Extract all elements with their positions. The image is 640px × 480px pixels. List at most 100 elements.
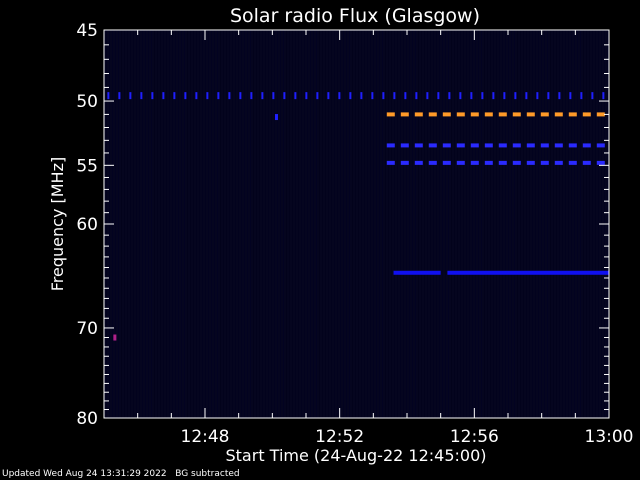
background-stripe [211,30,212,418]
background-stripe [316,30,317,418]
emission-band-pulse [470,92,473,100]
emission-band-pulse [206,92,209,100]
emission-band-dash [512,143,521,148]
background-stripe [205,30,206,418]
emission-band-pulse [217,92,220,100]
background-stripe [400,30,401,418]
background-stripe [142,30,143,418]
emission-band-dash [498,112,507,117]
background-stripe [346,30,347,418]
emission-band-dash [526,112,535,117]
background-stripe [229,30,230,418]
emission-band-pulse [591,92,594,100]
background-stripe [298,30,299,418]
emission-band-dash [400,160,409,165]
background-stripe [223,30,224,418]
background-stripe [328,30,329,418]
emission-band-pulse [173,92,176,100]
background-stripe [520,30,521,418]
background-stripe [418,30,419,418]
background-stripe [274,30,275,418]
background-stripe [481,30,482,418]
background-stripe [115,30,116,418]
background-stripe [322,30,323,418]
emission-band [447,270,609,275]
background-stripe [166,30,167,418]
background-stripe [448,30,449,418]
background-stripe [547,30,548,418]
emission-band-pulse [129,92,132,100]
background-stripe [490,30,491,418]
emission-band-pulse [426,92,429,100]
emission-band-dash [470,143,479,148]
background-stripe [517,30,518,418]
background-stripe [175,30,176,418]
background-stripe [394,30,395,418]
background-stripe [454,30,455,418]
emission-band-pulse [184,92,187,100]
background-stripe [337,30,338,418]
background-stripe [574,30,575,418]
emission-band-dash [582,112,591,117]
emission-band-dash [568,160,577,165]
emission-band-dash [554,112,563,117]
emission-band-dash [554,160,563,165]
background-stripe [256,30,257,418]
background-stripe [310,30,311,418]
emission-band-dash [512,112,521,117]
emission-band-pulse [514,92,517,100]
emission-band-pulse [503,92,506,100]
background-stripe [451,30,452,418]
background-stripe [562,30,563,418]
background-stripe [139,30,140,418]
y-tick-label: 55 [76,156,98,176]
background-stripe [244,30,245,418]
emission-band-dash [442,112,451,117]
y-axis-ticks: 45 50 55 60 70 80 [76,21,609,429]
emission-band-dash [470,112,479,117]
emission-band-dash [526,160,535,165]
emission-band-dash [596,143,605,148]
emission-band-dash [498,143,507,148]
background-stripe [262,30,263,418]
background-stripe [412,30,413,418]
emission-band-pulse [459,92,462,100]
y-tick-label: 45 [76,21,98,41]
emission-band-dash [484,143,493,148]
background-stripe [130,30,131,418]
background-stripe [598,30,599,418]
emission-band-dash [540,160,549,165]
background-stripe [277,30,278,418]
emission-band-pulse [360,92,363,100]
background-stripe [397,30,398,418]
emission-band-pulse [525,92,528,100]
emission-band-pulse [107,92,110,100]
background-stripe [484,30,485,418]
background-stripe [289,30,290,418]
background-stripe [325,30,326,418]
background-stripe [502,30,503,418]
background-stripe [370,30,371,418]
emission-band-dash [596,112,605,117]
background-stripe [514,30,515,418]
background-stripe [496,30,497,418]
emission-band-dash [442,160,451,165]
background-stripe [136,30,137,418]
background-stripe [265,30,266,418]
background-stripe [586,30,587,418]
emission-band-dash [400,112,409,117]
updated-timestamp: Updated Wed Aug 24 13:31:29 2022 [2,469,167,479]
background-stripe [187,30,188,418]
background-stripe [415,30,416,418]
emission-band-dash [428,160,437,165]
background-stripe [238,30,239,418]
emission-band-dash [414,160,423,165]
background-stripe [367,30,368,418]
emission-band-pulse [602,92,605,100]
background-stripe [565,30,566,418]
background-stripe [343,30,344,418]
emission-band-dash [442,143,451,148]
emission-band-dash [526,143,535,148]
background-stripe [319,30,320,418]
background-stripe [157,30,158,418]
